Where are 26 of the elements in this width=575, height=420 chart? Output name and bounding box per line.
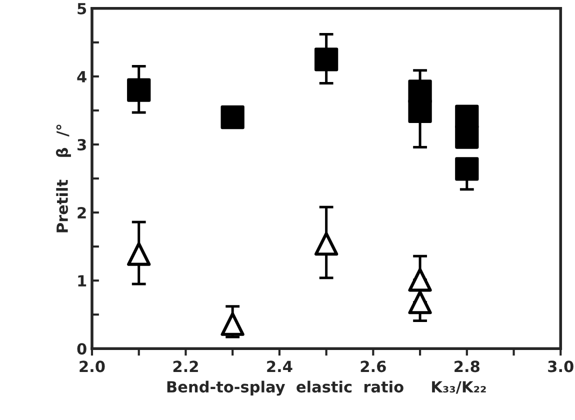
x-tick-label: 2.2 — [173, 360, 198, 372]
point — [408, 268, 432, 292]
x-tick-label: 3.0 — [548, 360, 574, 372]
point — [408, 99, 432, 123]
x-axis-title: Bend-to-splay elastic ratio K₃₃/K₂₂ — [167, 380, 486, 396]
point — [314, 232, 338, 256]
x-tick-label: 2.8 — [454, 360, 480, 372]
point — [127, 242, 151, 266]
y-tick-label: 3 — [78, 138, 86, 150]
y-axis-title: Pretilt β /° — [56, 124, 71, 232]
x-tick-label: 2.0 — [80, 360, 105, 372]
point — [314, 48, 338, 72]
y-tick-label: 2 — [78, 206, 86, 218]
y-tick-label: 4 — [77, 71, 86, 82]
y-tick-label: 1 — [78, 275, 86, 286]
point — [220, 105, 244, 130]
point — [455, 157, 479, 181]
x-tick-label: 2.4 — [267, 360, 292, 372]
point — [455, 125, 479, 149]
y-tick-label: 0 — [77, 343, 86, 355]
y-tick-label: 5 — [78, 3, 86, 14]
point — [408, 80, 432, 104]
point — [220, 312, 244, 336]
x-tick-label: 2.6 — [360, 360, 386, 372]
point — [127, 78, 151, 102]
point — [408, 290, 432, 314]
